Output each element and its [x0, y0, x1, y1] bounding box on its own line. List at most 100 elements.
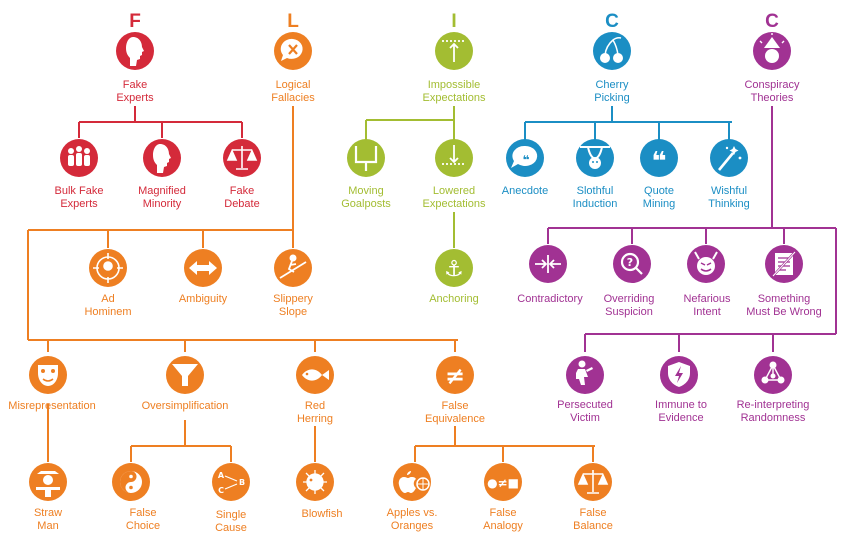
ad-hominem-label-1: Ad: [101, 293, 114, 305]
not-equal-icon: [436, 356, 474, 394]
contradictory-label-1: Contradictory: [517, 293, 583, 305]
magnifier-question-glyph: ?: [627, 256, 633, 269]
persecuted-victim-label-2: Victim: [570, 412, 600, 424]
overriding-suspicion-label-2: Suspicion: [605, 306, 653, 318]
fake-debate-label-2: Debate: [224, 198, 259, 210]
logical-fallacies-label-2: Fallacies: [271, 92, 315, 104]
overriding-suspicion-label-1: Overriding: [604, 293, 655, 305]
x-mark-shape: [288, 44, 298, 55]
connector-fake-experts: [78, 106, 243, 138]
anchor-glyph: ⚓: [444, 257, 464, 282]
conspiracy-theories-label-2: Theories: [751, 92, 794, 104]
reinterpreting-randomness-label-2: Randomness: [741, 412, 806, 424]
impossible-expectations-label-1: Impossible: [428, 79, 481, 91]
something-must-be-wrong-label-2: Must Be Wrong: [746, 306, 822, 318]
crowd-shape: [68, 146, 90, 166]
scarecrow-shape: [36, 471, 60, 497]
something-must-be-wrong-label-1: Something: [758, 293, 811, 305]
bulk-fake-experts-label-1: Bulk Fake: [55, 185, 104, 197]
category-logical-fallacies: L Logical Fallacies Ad Hominem Ambiguity…: [8, 11, 613, 534]
quote-marks-glyph: ❝: [651, 147, 666, 177]
cherry-picking-label-1: Cherry: [595, 79, 629, 91]
speech-bubble-shape: [511, 145, 538, 168]
category-letter-c: C: [605, 11, 619, 32]
cherries-icon: [593, 32, 631, 70]
straw-man-label-2: Man: [37, 520, 58, 532]
quote-marks-icon: [640, 139, 678, 177]
apples-vs-oranges-label-2: Oranges: [391, 520, 434, 532]
category-letter-l: L: [287, 11, 299, 32]
false-choice-label-2: Choice: [126, 520, 160, 532]
moving-goalposts-label-1: Moving: [348, 185, 383, 197]
kneeling-figure-shape: [576, 360, 593, 385]
ad-hominem-label-2: Hominem: [84, 306, 131, 318]
anecdote-quote-glyph: ❝: [522, 153, 529, 167]
slothful-induction-label-1: Slothful: [577, 185, 614, 197]
scales-shape: [577, 470, 609, 494]
abc-glyph-b: B: [239, 478, 245, 487]
anchoring-label-1: Anchoring: [429, 293, 479, 305]
opposing-arrows-shape: [535, 255, 561, 273]
face-profile-shape: [153, 144, 171, 173]
goalpost-shape: [354, 146, 378, 171]
magnified-minority-label-2: Minority: [143, 198, 182, 210]
false-balance-label-2: Balance: [573, 520, 613, 532]
conspiracy-theories-label-1: Conspiracy: [744, 79, 800, 91]
tinfoil-hat-shape: [759, 33, 785, 63]
fake-experts-label-1: Fake: [123, 79, 147, 91]
category-letter-i: I: [451, 11, 456, 32]
scales-shape: [226, 146, 258, 170]
red-herring-label-1: Red: [305, 400, 325, 412]
red-herring-label-2: Herring: [297, 413, 333, 425]
quote-mining-label-2: Mining: [643, 198, 675, 210]
category-impossible-expectations: I Impossible Expectations Moving Goalpos…: [341, 11, 486, 305]
single-cause-label-1: Single: [216, 509, 247, 521]
category-letter-f: F: [129, 11, 141, 32]
connector-lines: [27, 106, 837, 462]
persecuted-victim-label-1: Persecuted: [557, 399, 613, 411]
slippery-slope-label-2: Slope: [279, 306, 307, 318]
blowfish-label-1: Blowfish: [302, 508, 343, 520]
magnified-minority-label-1: Magnified: [138, 185, 186, 197]
immune-to-evidence-label-2: Evidence: [658, 412, 703, 424]
double-arrow-shape: [189, 261, 217, 275]
false-balance-label-1: False: [580, 507, 607, 519]
wishful-thinking-label-2: Thinking: [708, 198, 750, 210]
nefarious-intent-label-2: Intent: [693, 306, 721, 318]
misrepresentation-label-1: Misrepresentation: [8, 400, 95, 412]
blowfish-shape: [303, 470, 327, 494]
sloth-shape: [580, 146, 610, 169]
slippery-slope-label-1: Slippery: [273, 293, 313, 305]
devil-face-shape: [694, 251, 718, 275]
immune-to-evidence-label-1: Immune to: [655, 399, 707, 411]
face-profile-shape: [126, 37, 144, 66]
target-head-shape: [93, 253, 123, 283]
slothful-induction-label-2: Induction: [573, 198, 618, 210]
straw-man-label-1: Straw: [34, 507, 62, 519]
false-analogy-label-1: False: [490, 507, 517, 519]
abc-glyph-c: C: [218, 486, 224, 495]
sliding-figure-icon: [274, 249, 312, 287]
nefarious-intent-label-1: Nefarious: [683, 293, 731, 305]
anecdote-label-1: Anecdote: [502, 185, 548, 197]
category-letter-c-second: C: [765, 11, 779, 32]
fake-experts-label-2: Experts: [116, 92, 154, 104]
category-cherry-picking: C Cherry Picking ❝ Anecdote Slothful Ind…: [502, 11, 750, 210]
anchor-icon: [435, 249, 473, 287]
oversimplification-label-1: Oversimplification: [142, 400, 229, 412]
connector-conspiracy-theories: [547, 106, 837, 352]
lowered-expectations-label-2: Expectations: [423, 198, 486, 210]
not-equal-shapes-glyph: ●≠■: [487, 476, 519, 490]
false-equivalence-label-1: False: [442, 400, 469, 412]
goalpost-icon: [347, 139, 385, 177]
not-equal-glyph: ≠: [445, 362, 465, 390]
category-conspiracy-theories: C Conspiracy Theories Contradictory ? Ov…: [517, 11, 822, 424]
bolt-shape: [675, 366, 683, 383]
crossed-document-shape: [772, 251, 796, 277]
orange-segments: [417, 478, 429, 490]
false-analogy-label-2: Analogy: [483, 520, 523, 532]
mask-eyes: [41, 369, 55, 373]
raised-bar-shape: [442, 40, 466, 62]
abc-arrows-shape: [224, 475, 238, 490]
